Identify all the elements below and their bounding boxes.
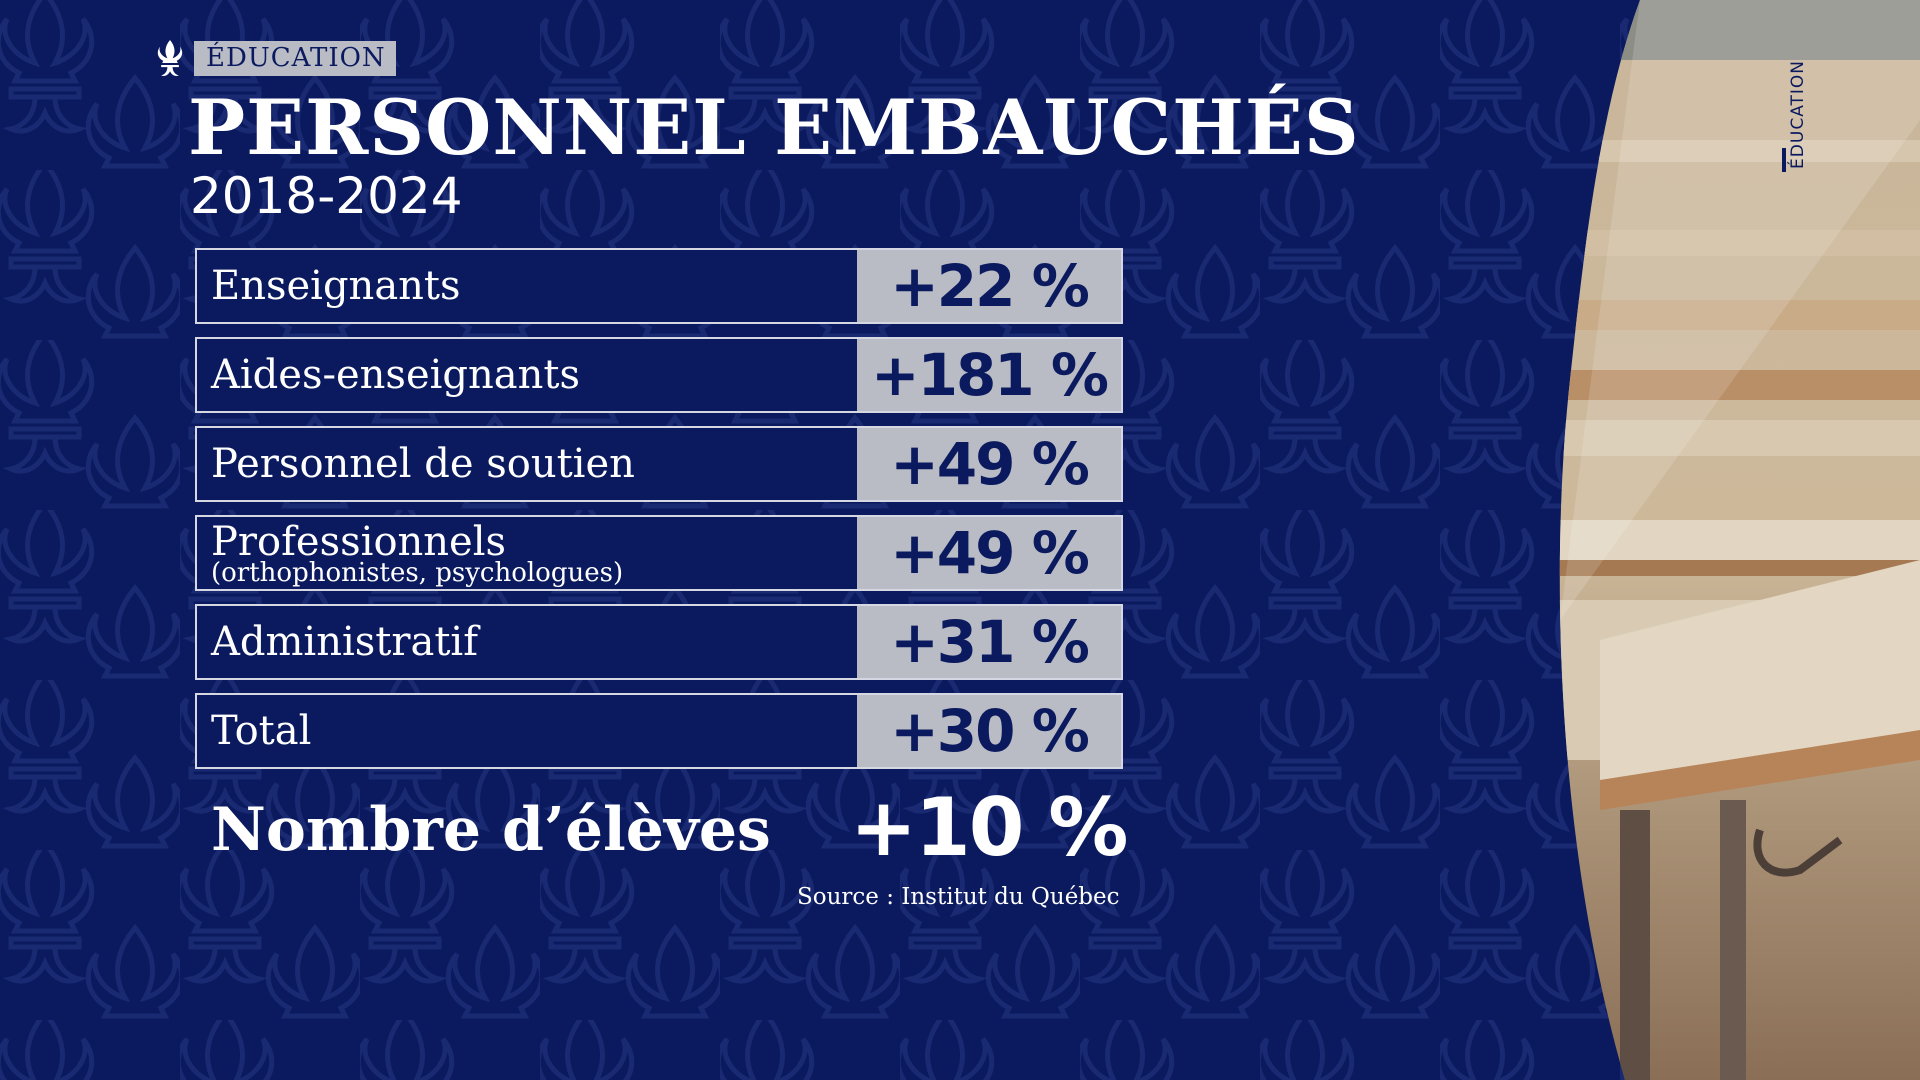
- row-label-sub: (orthophonistes, psychologues): [211, 558, 624, 588]
- row-label-main: Administratif: [211, 619, 479, 665]
- row-label: Professionnels (orthophonistes, psycholo…: [197, 517, 857, 589]
- table-row: Professionnels (orthophonistes, psycholo…: [195, 515, 1123, 591]
- side-tag-bar: [1782, 148, 1786, 172]
- page-title: PERSONNEL EMBAUCHÉS: [188, 83, 1360, 172]
- row-label: Aides-enseignants: [197, 339, 857, 411]
- table-row: Enseignants +22 %: [195, 248, 1123, 324]
- row-value: +30 %: [857, 695, 1121, 767]
- row-label: Enseignants: [197, 250, 857, 322]
- table-row: Aides-enseignants +181 %: [195, 337, 1123, 413]
- row-label-main: Professionnels: [211, 519, 507, 565]
- page-subtitle: 2018-2024: [190, 167, 463, 225]
- table-row: Personnel de soutien +49 %: [195, 426, 1123, 502]
- source-note: Source : Institut du Québec: [797, 884, 1120, 910]
- side-section-tag: ÉDUCATION: [1782, 60, 1808, 180]
- staff-growth-table: Enseignants +22 % Aides-enseignants +181…: [195, 248, 1123, 782]
- row-label-main: Personnel de soutien: [211, 441, 635, 487]
- row-label-main: Total: [211, 708, 312, 754]
- students-label: Nombre d’élèves: [211, 795, 771, 865]
- row-value: +22 %: [857, 250, 1121, 322]
- section-tag-label: ÉDUCATION: [194, 40, 396, 76]
- row-value: +181 %: [857, 339, 1121, 411]
- row-label: Personnel de soutien: [197, 428, 857, 500]
- side-tag-label: ÉDUCATION: [1788, 60, 1808, 169]
- row-value: +49 %: [857, 517, 1121, 589]
- row-value: +31 %: [857, 606, 1121, 678]
- table-row: Total +30 %: [195, 693, 1123, 769]
- row-label-main: Aides-enseignants: [211, 352, 581, 398]
- row-value: +49 %: [857, 428, 1121, 500]
- students-value: +10 %: [850, 781, 1128, 874]
- section-tag: ÉDUCATION: [152, 40, 396, 76]
- row-label-main: Enseignants: [211, 263, 461, 309]
- row-label: Total: [197, 695, 857, 767]
- table-row: Administratif +31 %: [195, 604, 1123, 680]
- fleur-de-lis-icon: [157, 40, 183, 76]
- row-label: Administratif: [197, 606, 857, 678]
